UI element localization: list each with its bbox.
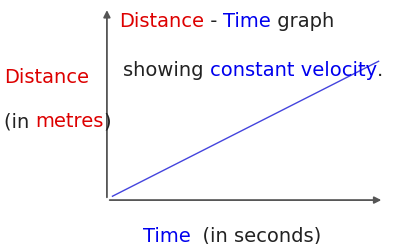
Text: Distance: Distance [4, 68, 89, 87]
Text: .: . [377, 61, 383, 80]
Text: (in: (in [4, 112, 36, 131]
Text: showing: showing [123, 61, 209, 80]
Text: Time: Time [143, 227, 190, 244]
Text: Time: Time [223, 12, 271, 31]
Text: constant velocity: constant velocity [209, 61, 377, 80]
Text: metres: metres [36, 112, 104, 131]
Text: Distance: Distance [119, 12, 204, 31]
Text: (in seconds): (in seconds) [190, 227, 322, 244]
Text: ): ) [104, 112, 111, 131]
Text: graph: graph [271, 12, 335, 31]
Text: -: - [204, 12, 223, 31]
